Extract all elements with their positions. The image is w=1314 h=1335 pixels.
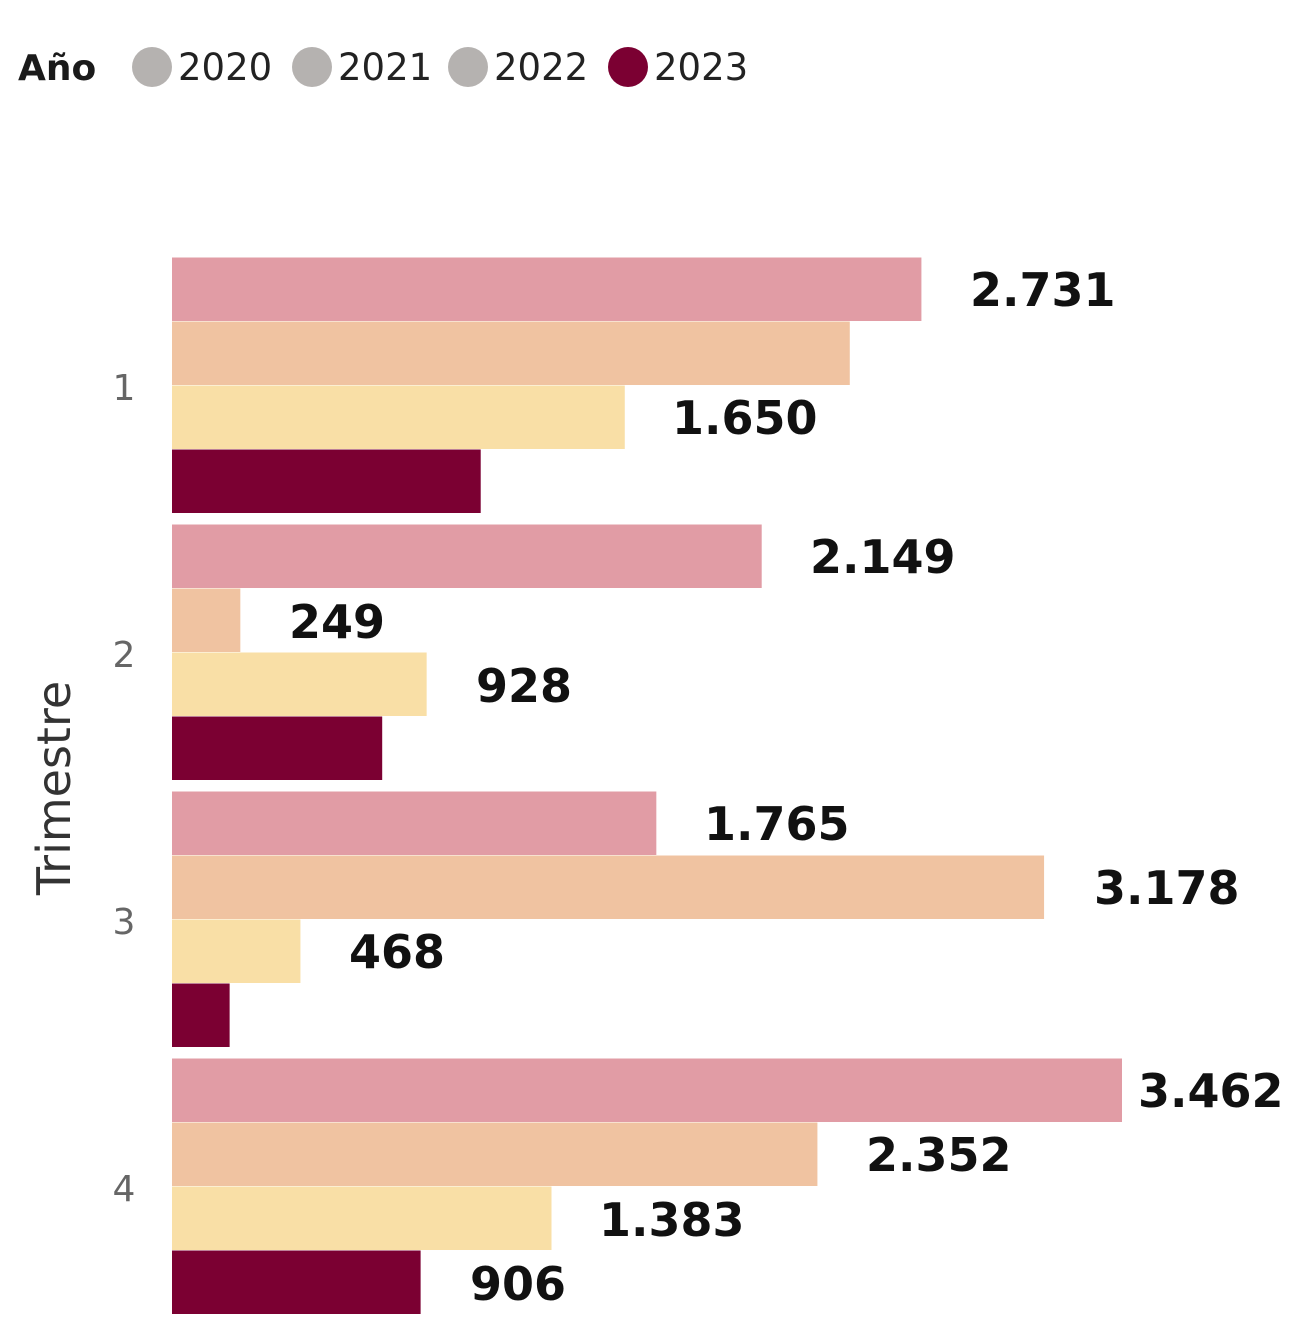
data-label-q2-2021: 249 xyxy=(289,595,385,649)
bar-q3-2020[interactable] xyxy=(172,791,657,856)
legend-marker-2020[interactable] xyxy=(132,47,172,87)
y-tick-label-1: 1 xyxy=(113,368,136,409)
legend-label-2023[interactable]: 2023 xyxy=(654,46,748,89)
bar-q4-2022[interactable] xyxy=(172,1186,552,1251)
data-label-q2-2020: 2.149 xyxy=(810,530,956,584)
data-label-q1-2020: 2.731 xyxy=(970,263,1116,317)
data-label-q3-2020: 1.765 xyxy=(704,797,850,851)
bar-q3-2021[interactable] xyxy=(172,855,1045,920)
bar-q1-2022[interactable] xyxy=(172,385,625,450)
data-label-q4-2021: 2.352 xyxy=(866,1128,1012,1182)
bar-q4-2023[interactable] xyxy=(172,1250,421,1315)
y-tick-label-4: 4 xyxy=(113,1169,136,1210)
data-label-q4-2020: 3.462 xyxy=(1138,1064,1284,1118)
data-label-q3-2021: 3.178 xyxy=(1094,861,1240,915)
bar-q4-2020[interactable] xyxy=(172,1058,1122,1123)
bar-q3-2023[interactable] xyxy=(172,983,230,1048)
data-label-q4-2022: 1.383 xyxy=(599,1193,745,1247)
bar-q4-2021[interactable] xyxy=(172,1122,818,1187)
legend: Año 2020 2021 2022 2023 xyxy=(18,46,748,89)
legend-label-2020[interactable]: 2020 xyxy=(178,46,272,89)
legend-label-2022[interactable]: 2022 xyxy=(494,46,588,89)
bar-q2-2021[interactable] xyxy=(172,588,241,653)
legend-marker-2022[interactable] xyxy=(448,47,488,87)
data-label-q1-2022: 1.650 xyxy=(672,391,818,445)
y-axis-title: Trimestre xyxy=(27,681,81,896)
legend-label-2021[interactable]: 2021 xyxy=(338,46,432,89)
bar-q1-2021[interactable] xyxy=(172,321,850,386)
legend-title: Año xyxy=(18,48,96,89)
bar-q2-2023[interactable] xyxy=(172,716,383,781)
bar-q1-2023[interactable] xyxy=(172,449,481,514)
bar-q2-2020[interactable] xyxy=(172,524,762,589)
bar-q3-2022[interactable] xyxy=(172,919,301,984)
plot-area: 1 2.731 1.650 2 2.149 249 928 3 1.765 3.178 468 4 3.… xyxy=(113,257,1284,1315)
legend-marker-2023[interactable] xyxy=(608,47,648,87)
data-label-q3-2022: 468 xyxy=(349,925,445,979)
y-tick-label-2: 2 xyxy=(113,635,136,676)
bar-q1-2020[interactable] xyxy=(172,257,922,322)
data-label-q4-2023: 906 xyxy=(470,1257,566,1311)
data-label-q2-2022: 928 xyxy=(476,659,572,713)
legend-marker-2021[interactable] xyxy=(292,47,332,87)
bar-q2-2022[interactable] xyxy=(172,652,427,717)
y-tick-label-3: 3 xyxy=(113,902,136,943)
